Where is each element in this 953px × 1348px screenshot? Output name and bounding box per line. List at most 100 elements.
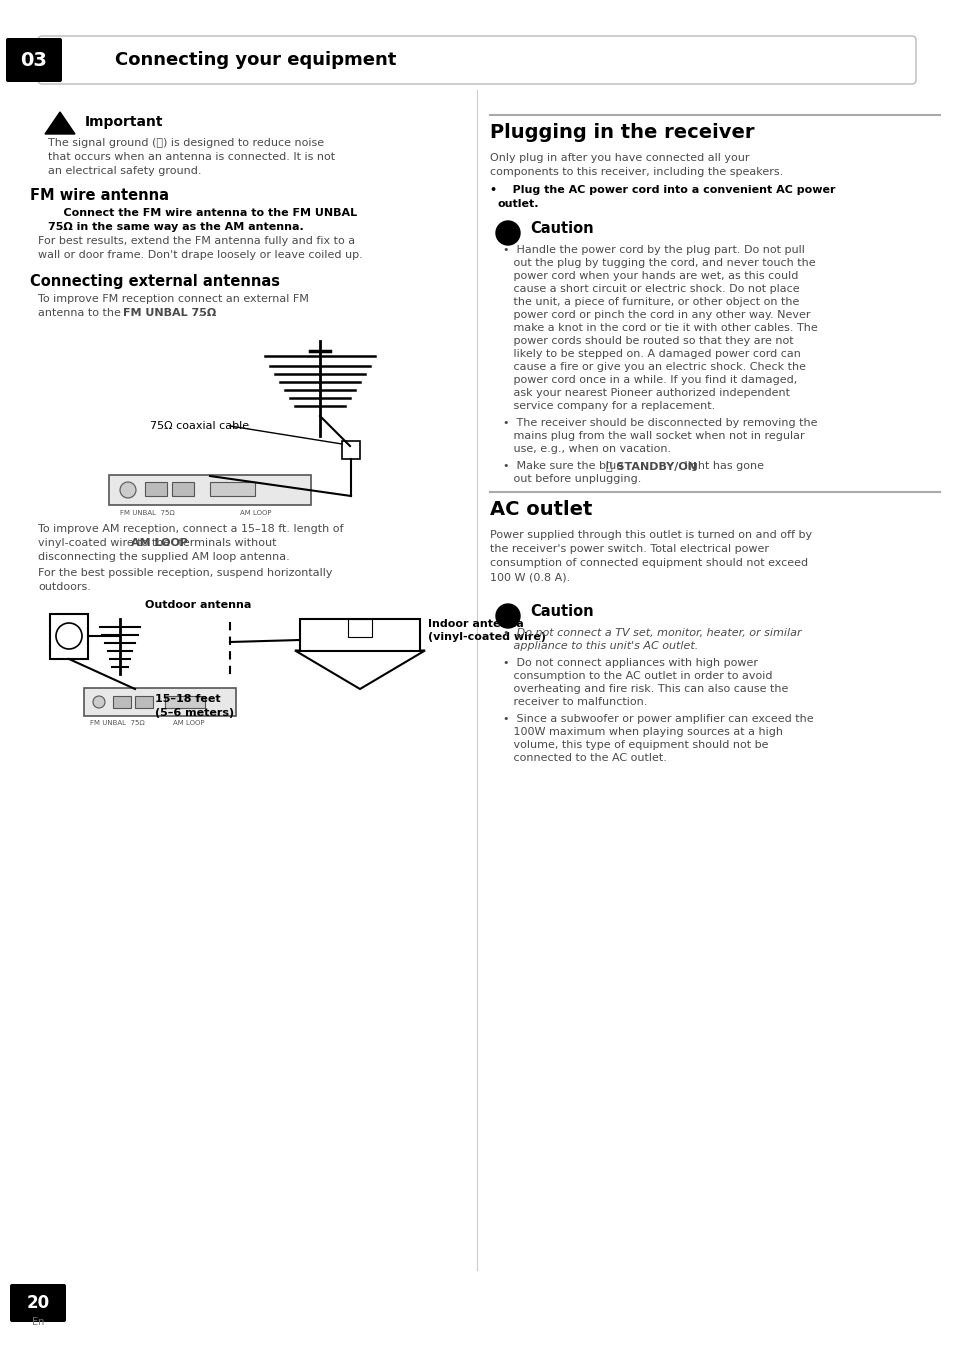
Text: light has gone: light has gone bbox=[680, 461, 763, 470]
Circle shape bbox=[120, 483, 136, 497]
Text: connected to the AC outlet.: connected to the AC outlet. bbox=[502, 754, 666, 763]
Text: AC outlet: AC outlet bbox=[490, 500, 592, 519]
Text: Connecting your equipment: Connecting your equipment bbox=[115, 51, 395, 69]
Text: the receiver's power switch. Total electrical power: the receiver's power switch. Total elect… bbox=[490, 545, 768, 554]
Bar bbox=[165, 696, 205, 708]
Text: mains plug from the wall socket when not in regular: mains plug from the wall socket when not… bbox=[502, 431, 803, 441]
Text: use, e.g., when on vacation.: use, e.g., when on vacation. bbox=[502, 443, 670, 454]
Text: •  Handle the power cord by the plug part. Do not pull: • Handle the power cord by the plug part… bbox=[502, 245, 804, 255]
Bar bbox=[172, 481, 193, 496]
Text: power cord once in a while. If you find it damaged,: power cord once in a while. If you find … bbox=[502, 375, 797, 386]
FancyBboxPatch shape bbox=[6, 38, 62, 82]
Text: 03: 03 bbox=[21, 50, 48, 70]
Text: cause a fire or give you an electric shock. Check the: cause a fire or give you an electric sho… bbox=[502, 363, 805, 372]
Text: consumption to the AC outlet in order to avoid: consumption to the AC outlet in order to… bbox=[502, 671, 772, 681]
Text: 100W maximum when playing sources at a high: 100W maximum when playing sources at a h… bbox=[502, 727, 782, 737]
Bar bbox=[112, 696, 131, 708]
Bar bbox=[348, 619, 372, 636]
Bar bbox=[341, 441, 359, 460]
Text: For best results, extend the FM antenna fully and fix to a: For best results, extend the FM antenna … bbox=[38, 236, 355, 245]
Text: disconnecting the supplied AM loop antenna.: disconnecting the supplied AM loop anten… bbox=[38, 551, 290, 562]
Text: Power supplied through this outlet is turned on and off by: Power supplied through this outlet is tu… bbox=[490, 530, 811, 541]
Bar bbox=[299, 619, 419, 651]
Text: AM LOOP: AM LOOP bbox=[131, 538, 188, 549]
Bar bbox=[50, 613, 88, 659]
Text: To improve AM reception, connect a 15–18 ft. length of: To improve AM reception, connect a 15–18… bbox=[38, 524, 343, 534]
Text: 15–18 feet: 15–18 feet bbox=[154, 694, 220, 704]
Text: service company for a replacement.: service company for a replacement. bbox=[502, 400, 715, 411]
Text: consumption of connected equipment should not exceed: consumption of connected equipment shoul… bbox=[490, 558, 807, 568]
Text: Important: Important bbox=[85, 115, 163, 129]
Circle shape bbox=[496, 221, 519, 245]
Text: Caution: Caution bbox=[530, 221, 593, 236]
Text: •  The receiver should be disconnected by removing the: • The receiver should be disconnected by… bbox=[502, 418, 817, 429]
Bar bbox=[145, 481, 167, 496]
Text: an electrical safety ground.: an electrical safety ground. bbox=[48, 166, 201, 177]
FancyBboxPatch shape bbox=[10, 1285, 66, 1322]
Bar bbox=[210, 481, 254, 496]
Text: The signal ground (⫝) is designed to reduce noise: The signal ground (⫝) is designed to red… bbox=[48, 137, 324, 148]
Text: terminals without: terminals without bbox=[174, 538, 276, 549]
Text: •  Do not connect appliances with high power: • Do not connect appliances with high po… bbox=[502, 658, 758, 669]
Text: receiver to malfunction.: receiver to malfunction. bbox=[502, 697, 647, 706]
Text: FM UNBAL 75Ω: FM UNBAL 75Ω bbox=[123, 307, 216, 318]
Text: To improve FM reception connect an external FM: To improve FM reception connect an exter… bbox=[38, 294, 309, 305]
Circle shape bbox=[92, 696, 105, 708]
Text: (5–6 meters): (5–6 meters) bbox=[154, 708, 233, 718]
Text: .: . bbox=[198, 307, 201, 318]
FancyBboxPatch shape bbox=[84, 687, 235, 716]
Bar bbox=[135, 696, 152, 708]
Text: Plugging in the receiver: Plugging in the receiver bbox=[490, 123, 754, 142]
Text: (vinyl-coated wire): (vinyl-coated wire) bbox=[428, 632, 545, 642]
Text: AM LOOP: AM LOOP bbox=[240, 510, 272, 516]
Text: that occurs when an antenna is connected. It is not: that occurs when an antenna is connected… bbox=[48, 152, 335, 162]
Text: likely to be stepped on. A damaged power cord can: likely to be stepped on. A damaged power… bbox=[502, 349, 800, 359]
Text: antenna to the: antenna to the bbox=[38, 307, 124, 318]
Text: For the best possible reception, suspend horizontally: For the best possible reception, suspend… bbox=[38, 568, 333, 578]
Text: !: ! bbox=[58, 119, 62, 129]
Text: •  Since a subwoofer or power amplifier can exceed the: • Since a subwoofer or power amplifier c… bbox=[502, 714, 813, 724]
Text: outdoors.: outdoors. bbox=[38, 582, 91, 592]
Text: 100 W (0.8 A).: 100 W (0.8 A). bbox=[490, 572, 570, 582]
Text: FM wire antenna: FM wire antenna bbox=[30, 187, 169, 204]
Text: overheating and fire risk. This can also cause the: overheating and fire risk. This can also… bbox=[502, 683, 787, 694]
Text: 75Ω coaxial cable: 75Ω coaxial cable bbox=[150, 421, 249, 431]
Text: volume, this type of equipment should not be: volume, this type of equipment should no… bbox=[502, 740, 768, 749]
Text: cause a short circuit or electric shock. Do not place: cause a short circuit or electric shock.… bbox=[502, 284, 799, 294]
Text: FM UNBAL  75Ω: FM UNBAL 75Ω bbox=[90, 720, 145, 727]
Text: •  Do not connect a TV set, monitor, heater, or similar: • Do not connect a TV set, monitor, heat… bbox=[502, 628, 801, 638]
Text: out the plug by tugging the cord, and never touch the: out the plug by tugging the cord, and ne… bbox=[502, 257, 815, 268]
Text: Connecting external antennas: Connecting external antennas bbox=[30, 274, 280, 288]
Text: vinyl-coated wire to the: vinyl-coated wire to the bbox=[38, 538, 173, 549]
Text: wall or door frame. Don't drape loosely or leave coiled up.: wall or door frame. Don't drape loosely … bbox=[38, 249, 362, 260]
Text: outlet.: outlet. bbox=[497, 200, 539, 209]
Text: ☛: ☛ bbox=[501, 609, 514, 623]
Text: out before unplugging.: out before unplugging. bbox=[502, 474, 640, 484]
FancyBboxPatch shape bbox=[109, 474, 311, 506]
Circle shape bbox=[496, 604, 519, 628]
Text: •  Make sure the blue: • Make sure the blue bbox=[502, 461, 626, 470]
Text: power cords should be routed so that they are not: power cords should be routed so that the… bbox=[502, 336, 793, 346]
Text: Indoor antenna: Indoor antenna bbox=[428, 619, 523, 630]
Text: FM UNBAL  75Ω: FM UNBAL 75Ω bbox=[120, 510, 174, 516]
Text: 75Ω in the same way as the AM antenna.: 75Ω in the same way as the AM antenna. bbox=[48, 222, 303, 232]
Text: appliance to this unit's AC outlet.: appliance to this unit's AC outlet. bbox=[502, 642, 698, 651]
Text: power cord or pinch the cord in any other way. Never: power cord or pinch the cord in any othe… bbox=[502, 310, 810, 319]
FancyBboxPatch shape bbox=[38, 36, 915, 84]
Text: Outdoor antenna: Outdoor antenna bbox=[145, 600, 251, 611]
Text: ask your nearest Pioneer authorized independent: ask your nearest Pioneer authorized inde… bbox=[502, 388, 789, 398]
Text: 20: 20 bbox=[27, 1294, 50, 1312]
Text: components to this receiver, including the speakers.: components to this receiver, including t… bbox=[490, 167, 782, 177]
Text: En: En bbox=[31, 1317, 44, 1326]
Text: make a knot in the cord or tie it with other cables. The: make a knot in the cord or tie it with o… bbox=[502, 324, 817, 333]
Text: Only plug in after you have connected all your: Only plug in after you have connected al… bbox=[490, 154, 749, 163]
Text: the unit, a piece of furniture, or other object on the: the unit, a piece of furniture, or other… bbox=[502, 297, 799, 307]
Text: AM LOOP: AM LOOP bbox=[172, 720, 204, 727]
Text: •    Plug the AC power cord into a convenient AC power: • Plug the AC power cord into a convenie… bbox=[490, 185, 835, 195]
Text: Caution: Caution bbox=[530, 604, 593, 619]
Text: ⏻ STANDBY/ON: ⏻ STANDBY/ON bbox=[605, 461, 697, 470]
Polygon shape bbox=[45, 112, 75, 133]
Circle shape bbox=[56, 623, 82, 648]
Text: power cord when your hands are wet, as this could: power cord when your hands are wet, as t… bbox=[502, 271, 798, 280]
Text: ☛: ☛ bbox=[501, 226, 514, 240]
